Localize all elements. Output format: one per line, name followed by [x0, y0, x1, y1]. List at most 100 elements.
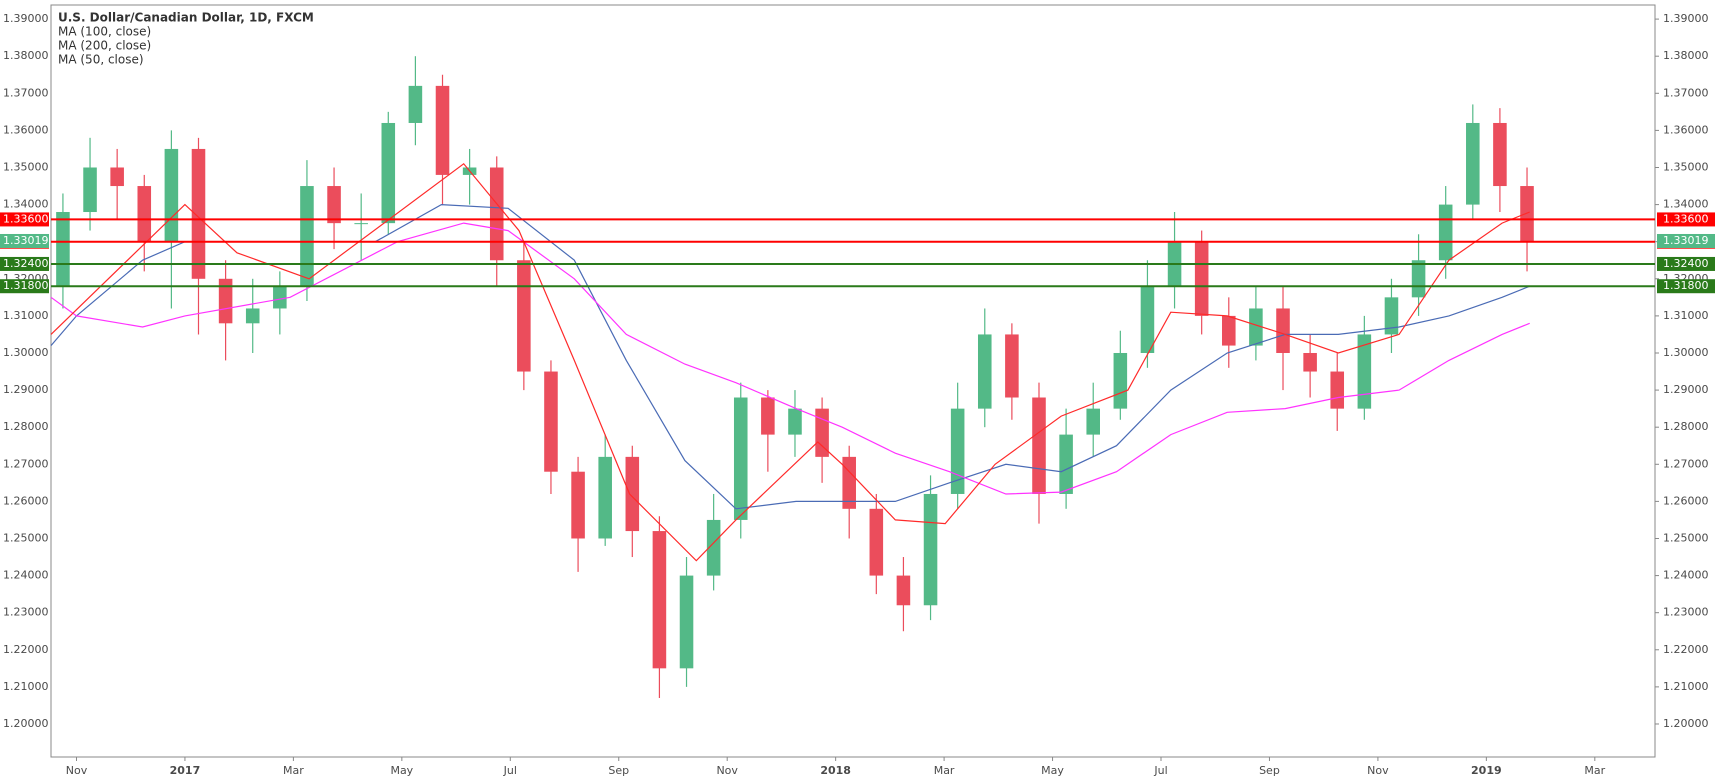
candle-body	[977, 334, 992, 409]
y-tick-label: 1.31000	[3, 309, 49, 322]
candle-body	[679, 575, 694, 669]
candle-body	[1140, 286, 1155, 353]
x-tick-label: Nov	[1367, 764, 1389, 777]
last-price-box	[1657, 233, 1715, 248]
level-box	[0, 212, 49, 227]
level-box	[1657, 256, 1715, 271]
level-box	[0, 256, 49, 271]
candle-body	[245, 308, 260, 324]
candle-body	[923, 493, 938, 606]
candle-body	[381, 122, 396, 224]
level-box	[0, 279, 49, 294]
x-tick-label: Mar	[283, 764, 304, 777]
y-tick-label: 1.30000	[3, 346, 49, 359]
y-tick-label: 1.21000	[1663, 680, 1709, 693]
candle-body	[1113, 352, 1128, 409]
candle-body	[733, 397, 748, 520]
candle-body	[1194, 241, 1209, 316]
y-tick-label: 1.39000	[1663, 12, 1709, 25]
candle-body	[652, 531, 667, 669]
candle-body	[1411, 260, 1426, 298]
level-label: 1.33600	[3, 212, 49, 225]
candle-body	[1222, 315, 1236, 346]
candle-body	[869, 508, 884, 576]
level-box	[1657, 279, 1715, 294]
candle-body	[435, 85, 450, 175]
legend-entry: MA (50, close)	[58, 53, 144, 67]
candle-body	[1493, 122, 1507, 187]
last-price-label: 1.33019	[1663, 234, 1709, 247]
y-tick-label: 1.29000	[1663, 383, 1709, 396]
legend-entry: MA (100, close)	[58, 25, 151, 39]
candle-body	[191, 148, 206, 279]
y-tick-label: 1.28000	[3, 420, 49, 433]
y-tick-label: 1.36000	[1663, 123, 1709, 136]
candle-body	[517, 260, 531, 372]
level-label: 1.33600	[1663, 212, 1709, 225]
y-tick-label: 1.38000	[1663, 49, 1709, 62]
candle-body	[83, 167, 97, 213]
candle-body	[408, 85, 423, 123]
y-tick-label: 1.39000	[3, 12, 49, 25]
y-tick-label: 1.36000	[3, 123, 49, 136]
x-tick-label: Sep	[608, 764, 629, 777]
candle-body	[1303, 352, 1317, 372]
candle-body	[327, 186, 341, 224]
level-label: 1.32400	[3, 257, 49, 270]
y-tick-label: 1.21000	[3, 680, 49, 693]
candle-body	[1059, 434, 1073, 494]
candle-body	[625, 456, 640, 532]
candle-body	[598, 456, 612, 539]
y-tick-label: 1.22000	[3, 643, 49, 656]
candle-body	[950, 408, 965, 494]
candle-body	[1005, 334, 1019, 398]
x-tick-label: Jul	[503, 764, 517, 777]
candle-body	[544, 371, 558, 472]
candle-body	[489, 167, 504, 261]
y-tick-label: 1.20000	[3, 717, 49, 730]
level-label: 1.31800	[1663, 279, 1709, 292]
candle-body	[1249, 308, 1263, 346]
y-tick-label: 1.24000	[1663, 569, 1709, 582]
y-tick-label: 1.38000	[3, 49, 49, 62]
ma-line	[50, 222, 1530, 495]
y-tick-label: 1.27000	[1663, 457, 1709, 470]
y-tick-label: 1.34000	[3, 198, 49, 211]
candle-body	[1330, 371, 1345, 409]
candle-body	[788, 408, 802, 435]
candle-body	[1384, 297, 1399, 335]
x-tick-label: Nov	[716, 764, 738, 777]
level-label: 1.32400	[1663, 257, 1709, 270]
candle-body	[1086, 408, 1100, 435]
candle-body	[1032, 397, 1046, 494]
x-tick-label: May	[1041, 764, 1064, 777]
candle-body	[300, 186, 314, 287]
candle-body	[218, 278, 233, 324]
candle-body	[56, 212, 70, 287]
plot-frame	[50, 4, 1656, 758]
level-label: 1.31800	[3, 279, 49, 292]
candle-body	[1520, 186, 1534, 242]
x-tick-label: 2017	[170, 764, 201, 777]
y-tick-label: 1.22000	[1663, 643, 1709, 656]
candle-body	[137, 186, 152, 242]
last-price-box	[0, 233, 49, 248]
x-tick-label: Mar	[934, 764, 955, 777]
chart-title: U.S. Dollar/Canadian Dollar, 1D, FXCM	[58, 11, 314, 25]
candle-body	[1438, 204, 1453, 261]
y-tick-label: 1.28000	[1663, 420, 1709, 433]
x-tick-label: Mar	[1584, 764, 1605, 777]
x-tick-label: Nov	[66, 764, 88, 777]
y-tick-label: 1.35000	[3, 160, 49, 173]
x-tick-label: Jul	[1153, 764, 1167, 777]
y-tick-label: 1.26000	[1663, 494, 1709, 507]
y-tick-label: 1.30000	[1663, 346, 1709, 359]
candle-body	[354, 223, 368, 225]
legend-entry: MA (200, close)	[58, 39, 151, 53]
y-tick-label: 1.24000	[3, 569, 49, 582]
y-tick-label: 1.27000	[3, 457, 49, 470]
y-tick-label: 1.31000	[1663, 309, 1709, 322]
candle-body	[761, 397, 775, 435]
last-price-label: 1.33019	[3, 234, 49, 247]
